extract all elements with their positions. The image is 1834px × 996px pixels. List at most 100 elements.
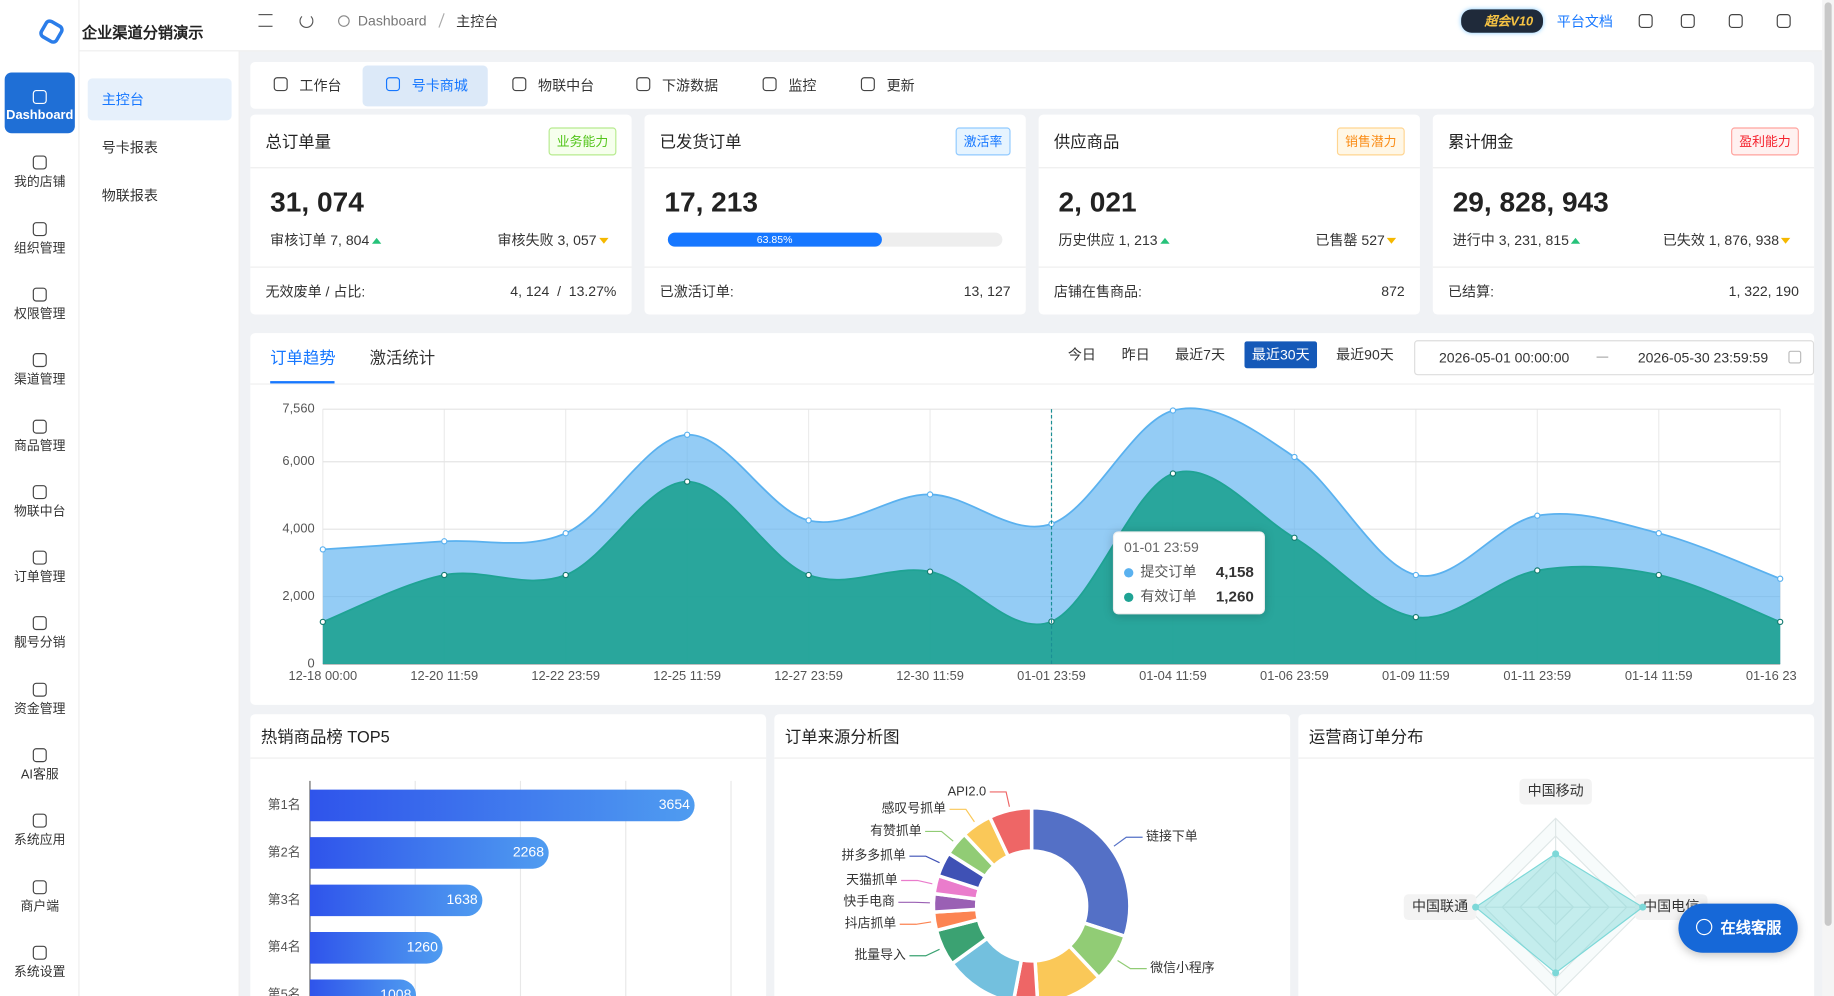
card-tag: 业务能力	[548, 127, 617, 156]
sidebar-item[interactable]: 资金管理	[14, 702, 66, 717]
sidebar-icon	[32, 616, 47, 631]
footer-label: 已结算:	[1448, 283, 1495, 300]
divider	[1432, 167, 1815, 169]
down-arrow	[598, 238, 609, 245]
tab[interactable]: 监控	[788, 77, 817, 95]
calendar-icon	[1788, 350, 1802, 364]
sidebar-item[interactable]: 系统应用	[14, 833, 66, 848]
sidebar-icon	[32, 945, 47, 960]
sidebar-item[interactable]: 商品管理	[14, 438, 66, 453]
divider	[774, 757, 1291, 759]
sidebar-item[interactable]: AI客服	[20, 768, 59, 783]
card-tag: 销售潜力	[1336, 127, 1405, 156]
card-sub-right: 已失效 1, 876, 938	[1663, 230, 1791, 250]
date-arrow	[1596, 356, 1609, 358]
range-button[interactable]: 最近7天	[1175, 346, 1226, 363]
panel-card	[250, 714, 767, 996]
sidebar-item[interactable]: 物联中台	[14, 504, 66, 519]
sidebar-icon	[32, 155, 47, 170]
range-button[interactable]: 昨日	[1121, 346, 1150, 363]
sidebar-item[interactable]: 渠道管理	[14, 373, 66, 388]
card-value: 29, 828, 943	[1452, 187, 1609, 219]
sidebar-icon	[32, 682, 47, 697]
sidebar-item[interactable]: 靓号分销	[14, 636, 66, 651]
tab[interactable]: 物联中台	[538, 77, 595, 95]
tab[interactable]: 下游数据	[662, 77, 719, 95]
tab-active	[362, 65, 488, 107]
submenu-item[interactable]: 主控台	[101, 91, 144, 109]
vip-badge: 超会V10	[1461, 9, 1543, 33]
submenu-panel	[79, 51, 240, 996]
down-arrow	[1387, 238, 1397, 245]
header-icon[interactable]	[1776, 14, 1791, 29]
sidebar-item[interactable]: Dashboard	[6, 108, 74, 123]
divider	[250, 266, 632, 268]
down-arrow	[1781, 238, 1791, 245]
card-value: 2, 021	[1058, 187, 1137, 219]
card-title: 供应商品	[1053, 132, 1120, 151]
footer-value: 872	[1381, 282, 1405, 300]
sidebar-icon	[32, 90, 47, 105]
breadcrumb[interactable]: Dashboard	[357, 12, 427, 30]
divider	[1038, 266, 1420, 268]
card-sub-left: 历史供应 1, 213	[1059, 230, 1170, 250]
footer-value: 13, 127	[963, 282, 1011, 300]
header-icon[interactable]	[1680, 14, 1695, 29]
panel-tab[interactable]: 订单趋势	[270, 348, 336, 368]
date-picker[interactable]	[1414, 340, 1815, 376]
tab-icon	[512, 77, 527, 92]
range-button[interactable]: 最近90天	[1336, 346, 1394, 363]
card-tag: 盈利能力	[1731, 127, 1799, 156]
sidebar-item[interactable]: 订单管理	[14, 570, 66, 585]
divider	[1038, 167, 1420, 169]
panel-tab[interactable]: 激活统计	[369, 348, 436, 368]
card-title: 总订单量	[265, 132, 332, 151]
card-tag: 激活率	[955, 127, 1011, 156]
tab[interactable]: 号卡商城	[411, 77, 468, 95]
card-value: 31, 074	[270, 187, 364, 219]
sidebar-icon	[32, 287, 47, 302]
submenu-item[interactable]: 号卡报表	[101, 139, 158, 157]
docs-link[interactable]: 平台文档	[1556, 13, 1613, 30]
header-icon[interactable]	[1638, 14, 1653, 29]
card-value: 17, 213	[664, 187, 759, 219]
card-title: 累计佣金	[1448, 132, 1514, 151]
divider	[644, 266, 1026, 268]
footer-value: 1, 322, 190	[1728, 282, 1799, 300]
header-icon[interactable]	[1728, 14, 1743, 29]
submenu-active	[87, 78, 232, 121]
date-end: 2026-05-30 23:59:59	[1637, 349, 1769, 366]
tab[interactable]: 工作台	[299, 77, 342, 95]
up-arrow	[371, 238, 381, 245]
sidebar-item[interactable]: 权限管理	[14, 307, 66, 322]
submenu-item[interactable]: 物联报表	[101, 187, 158, 204]
sidebar-item[interactable]: 商户端	[20, 899, 60, 914]
card-sub-right: 已售罄 527	[1315, 230, 1397, 250]
trend-card	[250, 333, 1815, 705]
sidebar-icon	[32, 221, 47, 236]
range-button[interactable]: 今日	[1067, 346, 1096, 363]
sidebar-item[interactable]: 我的店铺	[14, 175, 66, 190]
date-start: 2026-05-01 00:00:00	[1438, 349, 1570, 366]
footer-label: 已激活订单:	[659, 283, 734, 300]
footer-label: 无效废单 / 占比:	[265, 283, 366, 300]
range-active	[1244, 341, 1318, 369]
panel-card	[774, 714, 1291, 996]
divider	[1432, 266, 1815, 268]
sidebar-item[interactable]: 系统设置	[14, 965, 66, 980]
range-button[interactable]: 最近30天	[1251, 346, 1310, 363]
tab-icon	[860, 77, 875, 92]
sidebar-item[interactable]: 组织管理	[14, 241, 66, 256]
panel-title: 运营商订单分布	[1308, 727, 1424, 746]
sidebar-icon	[32, 550, 47, 565]
sidebar-icon	[32, 748, 47, 763]
app-title: 企业渠道分销演示	[81, 23, 204, 42]
card-title: 已发货订单	[659, 132, 742, 151]
divider	[250, 167, 632, 169]
scrollbar-thumb	[1824, 2, 1832, 926]
breadcrumb: 主控台	[456, 13, 499, 30]
tab[interactable]: 更新	[886, 77, 915, 95]
footer-label: 店铺在售商品:	[1053, 283, 1142, 300]
